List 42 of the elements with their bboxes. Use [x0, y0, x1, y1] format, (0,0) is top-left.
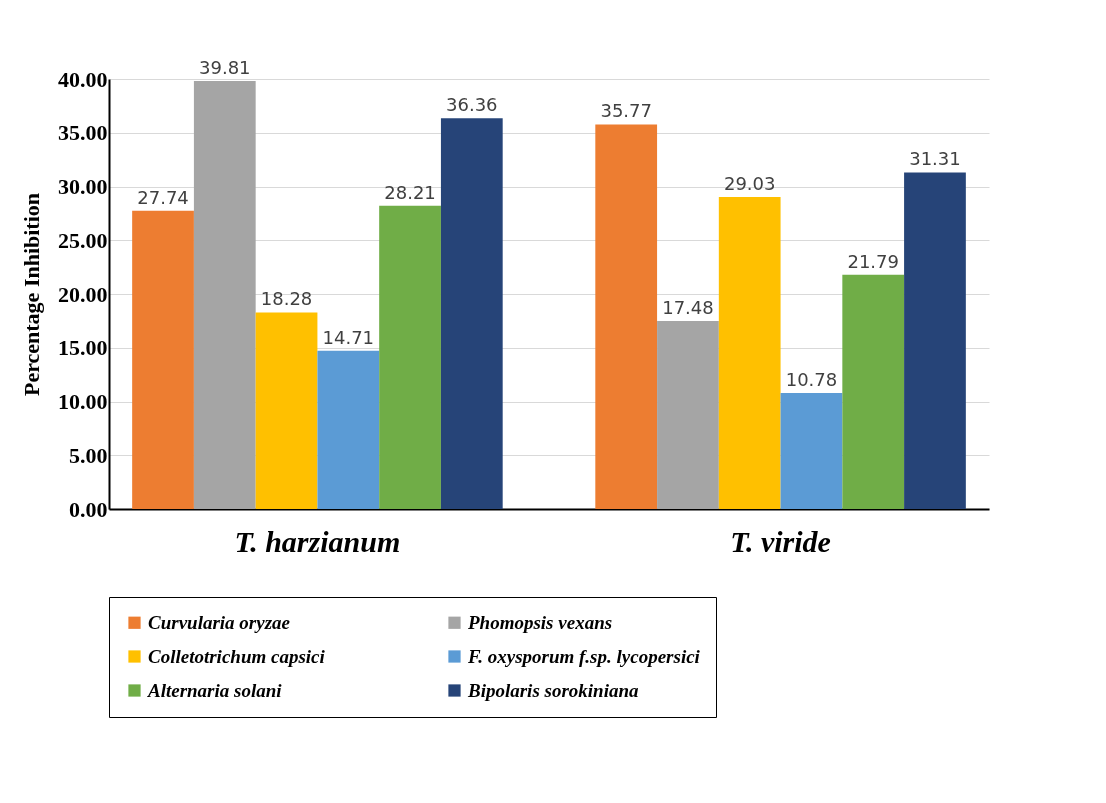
y-tick-label: 10.00 [58, 389, 108, 414]
data-label: 31.31 [909, 148, 961, 170]
data-label: 27.74 [137, 186, 189, 208]
data-label: 36.36 [446, 94, 498, 116]
bar [379, 205, 441, 509]
y-tick-label: 25.00 [58, 227, 108, 253]
legend-label: Phomopsis vexans [467, 611, 613, 633]
data-label: 10.78 [785, 369, 838, 391]
bar [440, 118, 503, 509]
legend-label: Curvularia oryzae [148, 611, 291, 633]
legend-label: Alternaria solani [147, 679, 283, 701]
data-label: 18.28 [260, 288, 313, 310]
y-tick-label: 20.00 [58, 281, 108, 307]
bar [842, 274, 905, 509]
data-label: 14.71 [322, 326, 375, 348]
y-tick-label: 0.00 [69, 496, 108, 522]
legend-label: F. oxysporum f.sp. lycopersici [467, 645, 701, 667]
bar [193, 81, 256, 509]
data-label: 35.77 [600, 100, 652, 122]
y-tick-label: 15.00 [58, 335, 108, 361]
y-tick-label: 40.00 [58, 66, 108, 92]
y-tick-label: 35.00 [58, 120, 108, 146]
x-tick-label: T. viride [730, 524, 831, 558]
bar [132, 210, 194, 509]
legend-label: Bipolaris sorokiniana [467, 679, 640, 701]
bar [657, 321, 719, 509]
bar [595, 124, 658, 509]
y-axis-title: Percentage Inhibition [19, 192, 44, 397]
y-tick-label: 30.00 [58, 174, 108, 199]
data-label: 39.81 [199, 57, 251, 79]
data-label: 28.21 [384, 181, 436, 203]
bar [317, 350, 380, 509]
bar [904, 172, 966, 509]
bar [255, 312, 318, 509]
data-label: 21.79 [847, 250, 899, 272]
data-label: 29.03 [723, 172, 776, 194]
bar [780, 393, 843, 509]
y-tick-label: 5.00 [69, 442, 108, 468]
data-label: 17.48 [662, 297, 714, 319]
x-tick-label: T. harzianum [234, 524, 401, 558]
bar [718, 196, 781, 509]
legend-label: Colletotrichum capsici [148, 645, 326, 667]
